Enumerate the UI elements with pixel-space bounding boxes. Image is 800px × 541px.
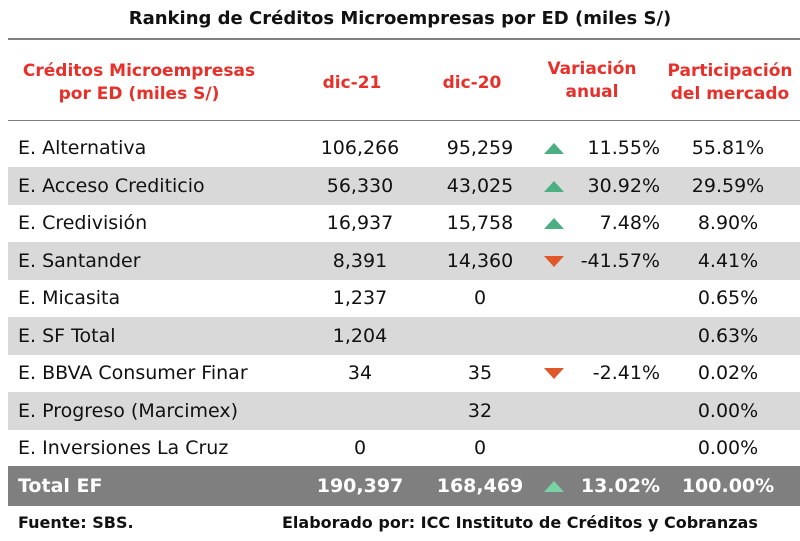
value-dic20: 14,360 <box>446 249 514 272</box>
annual-variation <box>568 279 660 317</box>
entity-name: E. Credivisión <box>18 212 148 234</box>
header-dic21: dic-21 <box>322 73 382 93</box>
header-variation: Variación anual <box>530 58 654 104</box>
market-participation: 4.41% <box>697 249 759 272</box>
header-dic20: dic-20 <box>442 73 502 93</box>
table-row: E. Alternativa 106,266 95,259 11.55% 55.81% <box>8 129 800 167</box>
annual-variation: 30.92% <box>587 174 660 197</box>
footer-source: Fuente: SBS. <box>18 513 134 532</box>
header-entity-line2: por ED (miles S/) <box>58 84 220 104</box>
trend-indicator <box>544 354 566 392</box>
value-dic21: 1,237 <box>332 287 388 309</box>
annual-variation <box>568 429 660 467</box>
header-participation-line2: del mercado <box>670 84 790 104</box>
total-dic20: 168,469 <box>436 475 524 497</box>
value-dic20: 95,259 <box>446 137 514 159</box>
market-participation: 0.00% <box>697 399 759 422</box>
value-dic21: 34 <box>347 362 373 384</box>
value-dic20: 0 <box>473 437 487 459</box>
value-dic20: 43,025 <box>446 174 514 197</box>
annual-variation: -2.41% <box>592 362 660 384</box>
table-row: E. Santander 8,391 14,360 -41.57% 4.41% <box>8 241 800 280</box>
trend-indicator <box>544 242 566 280</box>
annual-variation: 7.48% <box>599 212 660 234</box>
entity-name: E. Inversiones La Cruz <box>18 437 229 459</box>
market-participation: 0.65% <box>697 287 759 309</box>
entity-name: E. Santander <box>18 249 141 272</box>
triangle-down-icon <box>544 255 564 267</box>
value-dic21: 1,204 <box>332 324 388 347</box>
header-variation-line2: anual <box>565 82 619 102</box>
footer-credit: Elaborado por: ICC Instituto de Créditos… <box>282 513 758 532</box>
trend-indicator <box>544 317 566 355</box>
table-row: E. Credivisión 16,937 15,758 7.48% 8.90% <box>8 204 800 242</box>
triangle-up-icon <box>544 180 564 192</box>
triangle-up-icon <box>544 143 564 154</box>
market-participation: 0.02% <box>697 362 759 384</box>
value-dic21: 56,330 <box>326 174 394 197</box>
header-entity: Créditos Microempresas por ED (miles S/) <box>8 60 270 106</box>
value-dic20: 35 <box>467 362 493 384</box>
entity-name: E. Micasita <box>18 287 121 309</box>
value-dic20: 15,758 <box>446 212 514 234</box>
total-participation: 100.00% <box>681 475 775 497</box>
value-dic21: 106,266 <box>320 137 400 159</box>
trend-indicator <box>544 204 566 242</box>
title-divider <box>8 38 800 40</box>
table-row: E. Progreso (Marcimex) 32 0.00% <box>8 391 800 430</box>
table-row: E. Micasita 1,237 0 0.65% <box>8 279 800 317</box>
market-participation: 8.90% <box>697 212 759 234</box>
entity-name: E. SF Total <box>18 324 116 347</box>
total-row: Total EF 190,397 168,469 13.02% 100.00% <box>8 466 800 506</box>
annual-variation: 11.55% <box>587 137 660 159</box>
total-variation: 13.02% <box>580 475 660 497</box>
trend-indicator <box>544 129 566 167</box>
table-title: Ranking de Créditos Microempresas por ED… <box>128 8 672 29</box>
entity-name: E. BBVA Consumer Finar <box>18 362 248 384</box>
entity-name: E. Alternativa <box>18 137 147 159</box>
header-variation-line1: Variación <box>547 59 637 79</box>
table-row: E. BBVA Consumer Finar 34 35 -2.41% 0.02% <box>8 354 800 392</box>
value-dic21: 8,391 <box>332 249 388 272</box>
trend-indicator <box>544 392 566 430</box>
market-participation: 55.81% <box>691 137 765 159</box>
table-row: E. Inversiones La Cruz 0 0 0.00% <box>8 429 800 467</box>
value-dic20: 32 <box>467 399 493 422</box>
header-entity-line1: Créditos Microempresas <box>22 61 256 81</box>
triangle-down-icon <box>544 368 564 379</box>
market-participation: 0.63% <box>697 324 759 347</box>
trend-indicator <box>544 279 566 317</box>
annual-variation <box>568 317 660 355</box>
total-trend <box>544 466 566 506</box>
value-dic21: 16,937 <box>326 212 394 234</box>
value-dic21: 0 <box>353 437 367 459</box>
table-row: E. SF Total 1,204 0.63% <box>8 316 800 355</box>
value-dic20 <box>400 317 560 355</box>
header-participation: Participación del mercado <box>660 60 800 106</box>
table-row: E. Acceso Crediticio 56,330 43,025 30.92% 29… <box>8 166 800 205</box>
trend-indicator <box>544 167 566 205</box>
annual-variation: -41.57% <box>580 249 660 272</box>
market-participation: 0.00% <box>697 437 759 459</box>
entity-name: E. Acceso Crediticio <box>18 174 205 197</box>
entity-name: E. Progreso (Marcimex) <box>18 399 239 422</box>
header-divider <box>8 120 800 121</box>
triangle-up-icon <box>544 218 564 229</box>
market-participation: 29.59% <box>691 174 765 197</box>
header-participation-line1: Participación <box>667 61 793 81</box>
trend-indicator <box>544 429 566 467</box>
total-dic21: 190,397 <box>316 475 404 497</box>
total-name: Total EF <box>18 475 103 497</box>
triangle-up-icon <box>544 481 564 492</box>
value-dic20: 0 <box>473 287 487 309</box>
annual-variation <box>568 392 660 430</box>
